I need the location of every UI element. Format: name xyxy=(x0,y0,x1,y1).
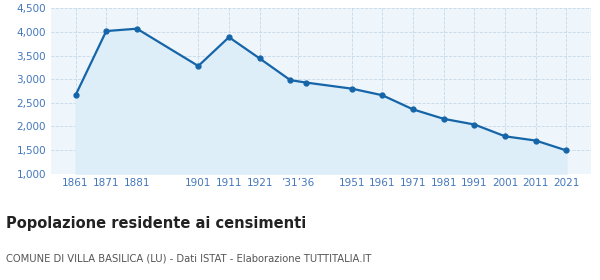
Text: COMUNE DI VILLA BASILICA (LU) - Dati ISTAT - Elaborazione TUTTITALIA.IT: COMUNE DI VILLA BASILICA (LU) - Dati IST… xyxy=(6,254,371,264)
Text: Popolazione residente ai censimenti: Popolazione residente ai censimenti xyxy=(6,216,306,231)
